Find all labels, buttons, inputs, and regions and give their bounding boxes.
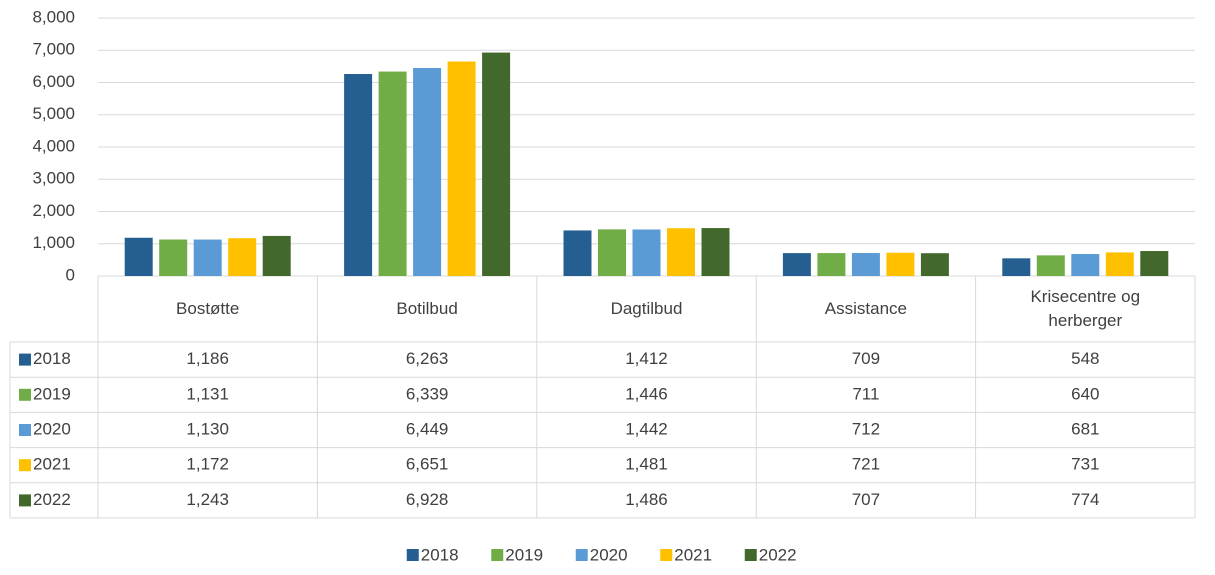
table-cell: 712 (852, 419, 880, 438)
bar (1140, 251, 1169, 276)
legend-key (19, 494, 31, 507)
legend-swatch (575, 549, 588, 561)
legend-swatch (744, 549, 757, 561)
table-cell: 1,172 (186, 455, 229, 474)
y-tick-label: 1,000 (32, 233, 75, 252)
table-cell: 6,263 (406, 349, 449, 368)
bar (124, 237, 153, 276)
row-label: 2022 (33, 490, 71, 509)
table-cell: 6,651 (406, 455, 449, 474)
row-label: 2018 (33, 349, 71, 368)
table-cell: 774 (1071, 490, 1099, 509)
table-cell: 711 (852, 384, 879, 403)
bar (851, 253, 880, 276)
bar (1071, 254, 1100, 276)
bar (193, 239, 222, 276)
bar (482, 52, 511, 277)
table-cell: 548 (1071, 349, 1099, 368)
y-tick-label: 0 (66, 265, 75, 284)
row-label: 2021 (33, 455, 71, 474)
table-cell: 681 (1071, 419, 1099, 438)
legend-label: 2018 (421, 545, 459, 564)
y-tick-label: 5,000 (32, 104, 75, 123)
bar (886, 252, 915, 276)
row-label: 2020 (33, 419, 71, 438)
table-cell: 640 (1071, 384, 1099, 403)
category-cell: Botilbud (396, 299, 458, 319)
table-cell: 1,243 (186, 490, 229, 509)
bar (667, 228, 695, 276)
table-cell: 1,130 (186, 419, 229, 438)
x-tick-label: Assistance (824, 299, 907, 319)
y-tick-label: 7,000 (32, 40, 75, 59)
bar (920, 253, 949, 276)
bar (701, 228, 730, 276)
category-cell: Dagtilbud (610, 299, 683, 319)
table-cell: 1,186 (186, 349, 229, 368)
x-tick-label: Krisecentre og herberger (1030, 287, 1141, 330)
legend-label: 2020 (590, 545, 628, 564)
category-cell: Assistance (824, 299, 907, 319)
bar (447, 61, 476, 276)
y-tick-label: 8,000 (32, 7, 75, 26)
legend-key (19, 424, 31, 436)
legend-label: 2019 (505, 545, 543, 564)
bar (563, 230, 592, 276)
table-cell: 1,412 (625, 349, 668, 368)
bar (228, 238, 257, 276)
bar (782, 253, 811, 276)
category-cell: Krisecentre og herberger (1030, 287, 1141, 330)
legend-key (19, 388, 31, 401)
bar (632, 229, 661, 276)
category-cell: Bostøtte (176, 299, 240, 319)
bar (344, 74, 373, 276)
bar (817, 253, 846, 276)
y-tick-label: 4,000 (32, 136, 75, 155)
table-cell: 1,446 (625, 384, 668, 403)
legend-label: 2022 (759, 545, 797, 564)
legend-swatch (660, 549, 673, 561)
legend-key (19, 459, 31, 472)
table-cell: 6,928 (406, 490, 449, 509)
bar (378, 71, 407, 276)
table-cell: 721 (852, 455, 880, 474)
table-cell: 709 (852, 349, 880, 368)
y-tick-label: 3,000 (32, 169, 75, 188)
x-tick-label: Bostøtte (176, 299, 240, 319)
bar (1105, 252, 1134, 276)
table-cell: 1,481 (625, 455, 668, 474)
bar (1036, 255, 1065, 276)
bar (1002, 258, 1031, 276)
bar (598, 229, 626, 276)
legend-swatch (406, 549, 419, 561)
legend-key (19, 353, 31, 366)
bar (262, 235, 291, 276)
table-cell: 1,131 (186, 384, 229, 403)
row-label: 2019 (33, 384, 71, 403)
table-cell: 1,486 (625, 490, 668, 509)
table-cell: 6,449 (406, 419, 449, 438)
table-cell: 1,442 (625, 419, 668, 438)
x-tick-label: Botilbud (396, 299, 458, 319)
table-cell: 6,339 (406, 384, 449, 403)
legend-label: 2021 (674, 545, 712, 564)
y-tick-label: 2,000 (32, 201, 75, 220)
table-cell: 731 (1071, 455, 1099, 474)
bar (413, 68, 442, 277)
bar (159, 239, 188, 276)
x-tick-label: Dagtilbud (610, 299, 683, 319)
y-tick-label: 6,000 (32, 72, 75, 91)
table-cell: 707 (852, 490, 880, 509)
legend-swatch (491, 549, 504, 561)
